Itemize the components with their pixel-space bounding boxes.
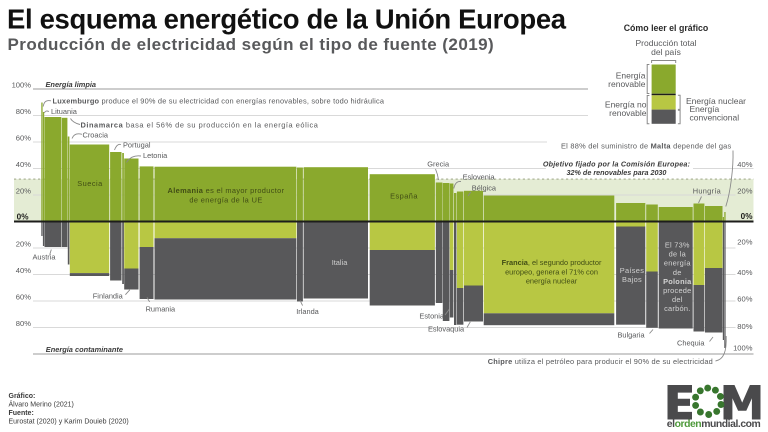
svg-text:Italia: Italia	[332, 258, 349, 267]
svg-text:Chipre utiliza el petróleo par: Chipre utiliza el petróleo para producir…	[488, 357, 713, 366]
svg-text:40%: 40%	[737, 268, 752, 277]
svg-text:Objetivo fijado por la Comisió: Objetivo fijado por la Comisión Europea:	[543, 160, 691, 169]
svg-text:Álvaro Merino (2021): Álvaro Merino (2021)	[9, 400, 74, 409]
svg-text:Producción total: Producción total	[636, 38, 697, 48]
svg-text:Eslovaquia: Eslovaquia	[428, 325, 465, 334]
svg-text:Rumania: Rumania	[146, 304, 176, 313]
svg-text:Hungría: Hungría	[693, 187, 722, 196]
svg-text:20%: 20%	[737, 238, 752, 247]
svg-text:energía: energía	[664, 259, 691, 268]
svg-text:20%: 20%	[737, 186, 752, 195]
svg-text:convencional: convencional	[690, 112, 740, 122]
svg-text:Austria: Austria	[32, 252, 56, 261]
svg-text:El 88% del suministro de Malta: El 88% del suministro de Malta depende d…	[561, 142, 732, 151]
svg-text:20%: 20%	[16, 239, 31, 248]
svg-text:100%: 100%	[12, 80, 32, 89]
svg-text:Irlanda: Irlanda	[296, 307, 319, 316]
svg-text:España: España	[390, 192, 418, 201]
svg-text:Energía: Energía	[616, 70, 646, 80]
svg-text:energía nuclear: energía nuclear	[526, 277, 578, 286]
svg-text:Energía contaminante: Energía contaminante	[46, 345, 123, 354]
svg-text:Letonia: Letonia	[143, 151, 168, 160]
svg-text:Dinamarca basa el 56% de su pr: Dinamarca basa el 56% de su producción e…	[81, 120, 319, 129]
svg-text:Bélgica: Bélgica	[472, 183, 497, 192]
svg-text:Producción de electricidad seg: Producción de electricidad según el tipo…	[8, 35, 495, 54]
svg-text:de: de	[673, 268, 682, 277]
svg-text:60%: 60%	[16, 292, 31, 301]
svg-text:renovable: renovable	[609, 108, 647, 118]
svg-text:Bulgaria: Bulgaria	[618, 331, 646, 340]
svg-text:del: del	[672, 295, 683, 304]
svg-text:Fuente:: Fuente:	[9, 410, 34, 417]
svg-text:Chequia: Chequia	[677, 339, 705, 348]
svg-text:Alemania es el mayor productor: Alemania es el mayor productor	[168, 186, 285, 195]
svg-text:40%: 40%	[737, 160, 752, 169]
svg-text:60%: 60%	[737, 295, 752, 304]
svg-text:Eurostat (2020) y Karim Douieb: Eurostat (2020) y Karim Douieb (2020)	[9, 418, 129, 425]
svg-text:100%: 100%	[733, 344, 753, 353]
svg-text:32% de renovables para 2030: 32% de renovables para 2030	[567, 168, 667, 177]
svg-text:40%: 40%	[16, 160, 31, 169]
svg-text:Luxemburgo produce el 90% de s: Luxemburgo produce el 90% de su electric…	[53, 97, 385, 106]
svg-text:El 73%: El 73%	[665, 240, 690, 249]
svg-text:Gráfico:: Gráfico:	[9, 393, 36, 400]
svg-text:de la: de la	[669, 250, 687, 259]
svg-text:del país: del país	[651, 47, 681, 57]
svg-text:elordenmundial.com: elordenmundial.com	[667, 419, 761, 430]
svg-text:0%: 0%	[741, 212, 754, 221]
svg-text:Polonia: Polonia	[663, 277, 692, 286]
svg-text:procede: procede	[663, 286, 691, 295]
svg-text:Croacia: Croacia	[83, 130, 109, 139]
svg-text:80%: 80%	[737, 322, 752, 331]
svg-text:Energía no: Energía no	[605, 99, 647, 109]
svg-text:Cómo leer el gráfico: Cómo leer el gráfico	[624, 23, 709, 33]
svg-text:40%: 40%	[16, 266, 31, 275]
svg-text:Bajos: Bajos	[622, 275, 642, 284]
svg-text:80%: 80%	[16, 107, 31, 116]
svg-text:Eslovenia: Eslovenia	[463, 172, 496, 181]
svg-text:El esquema energético de la Un: El esquema energético de la Unión Europe…	[7, 4, 567, 35]
svg-text:Energía nuclear: Energía nuclear	[686, 96, 746, 106]
svg-text:0%: 0%	[17, 212, 30, 221]
svg-text:Portugal: Portugal	[123, 141, 151, 150]
svg-text:Estonia: Estonia	[419, 312, 445, 321]
svg-text:Suecia: Suecia	[77, 179, 103, 188]
svg-text:Grecia: Grecia	[427, 159, 450, 168]
svg-text:carbón.: carbón.	[664, 304, 690, 313]
svg-text:Energía: Energía	[690, 104, 720, 114]
svg-text:80%: 80%	[16, 319, 31, 328]
svg-text:Lituania: Lituania	[51, 107, 78, 116]
svg-text:renovable: renovable	[608, 79, 646, 89]
svg-text:20%: 20%	[16, 186, 31, 195]
svg-text:europeo, genera el 71% con: europeo, genera el 71% con	[505, 267, 598, 276]
svg-text:Países: Países	[620, 266, 644, 275]
svg-text:de energía de la UE: de energía de la UE	[189, 196, 262, 205]
svg-text:Finlandia: Finlandia	[93, 292, 124, 301]
svg-text:Francia, el segundo productor: Francia, el segundo productor	[502, 258, 602, 267]
svg-text:Energía limpia: Energía limpia	[46, 80, 97, 89]
svg-text:60%: 60%	[16, 133, 31, 142]
